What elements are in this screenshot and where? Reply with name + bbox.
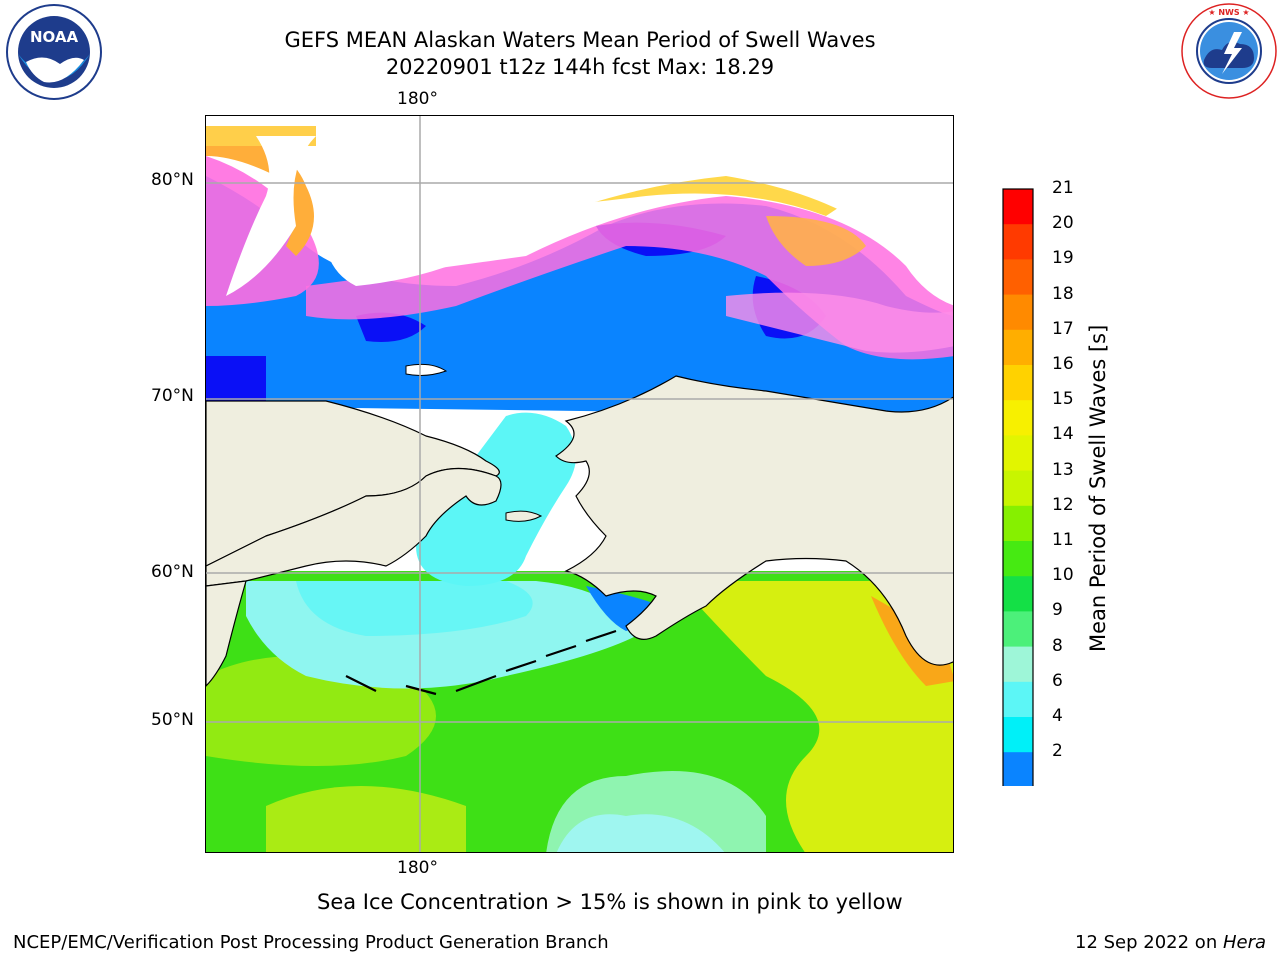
colorbar-swatch	[1003, 470, 1033, 507]
lon-label-bottom: 180°	[397, 858, 438, 878]
colorbar-swatch	[1003, 400, 1033, 436]
swell-cyan-south	[556, 814, 725, 852]
colorbar-swatch	[1003, 189, 1033, 225]
ice-white-nw	[226, 136, 316, 296]
lat-label-50n: 50°N	[151, 710, 194, 730]
ice-yellow-ne	[766, 216, 866, 266]
nws-logo: ★ NWS ★	[1180, 2, 1278, 100]
colorbar-tick-label: 4	[1052, 706, 1063, 726]
colorbar-swatch	[1003, 717, 1033, 753]
footer-host: Hera	[1222, 932, 1266, 953]
footer-branch: NCEP/EMC/Verification Post Processing Pr…	[13, 932, 609, 953]
sea-ice-caption: Sea Ice Concentration > 15% is shown in …	[317, 890, 903, 914]
colorbar-swatch	[1003, 505, 1033, 542]
colorbar-tick-labels: 21 20 19 18 17 16 15 14 13 12 11 10 9 8 6 4 2	[1052, 0, 1112, 960]
colorbar-tick-label: 10	[1052, 565, 1074, 586]
colorbar-tick-label: 13	[1052, 459, 1074, 480]
colorbar-tick-label: 15	[1052, 389, 1074, 410]
colorbar-tick-label: 20	[1052, 213, 1074, 234]
map-panel	[205, 115, 954, 853]
svg-text:NOAA: NOAA	[30, 28, 79, 46]
arctic-deep-blue-3	[206, 356, 266, 401]
lat-label-80n: 80°N	[151, 170, 194, 190]
colorbar-tick-label: 16	[1052, 354, 1074, 374]
ice-pink-ne	[726, 292, 953, 353]
land-chukotka	[206, 467, 502, 587]
colorbar-swatch	[1003, 576, 1033, 612]
colorbar-swatch	[1003, 611, 1033, 648]
map-canvas	[206, 116, 953, 852]
noaa-logo: NOAA	[4, 2, 104, 102]
lat-label-70n: 70°N	[151, 386, 194, 406]
footer-date-text: 12 Sep 2022 on	[1075, 932, 1223, 953]
colorbar-swatches	[1001, 188, 1035, 817]
bering-cyan-inner	[296, 581, 533, 636]
land-kamchatka	[206, 580, 247, 687]
colorbar-swatch	[1003, 646, 1033, 683]
arctic-deep-blue-4	[356, 312, 426, 342]
colorbar-tick-label: 12	[1052, 494, 1074, 515]
footer-date: 12 Sep 2022 on Hera	[1075, 932, 1266, 953]
colorbar-tick-label: 17	[1052, 318, 1074, 339]
land-st-lawrence-island	[505, 510, 543, 522]
colorbar-swatch	[1003, 329, 1033, 366]
colorbar-tick-label: 18	[1052, 283, 1074, 304]
colorbar-tick-label: 8	[1052, 635, 1063, 656]
yellow-swell-east	[676, 581, 953, 852]
land-aleutians	[345, 629, 617, 696]
colorbar-tick-label: 21	[1052, 178, 1074, 198]
colorbar-tick-label: 11	[1052, 530, 1074, 550]
ice-white-north	[324, 116, 953, 305]
land-alaska	[555, 375, 953, 666]
colorbar-swatch	[1003, 365, 1033, 401]
colorbar-swatch	[1003, 435, 1033, 472]
colorbar-swatch	[1003, 224, 1033, 260]
lon-label-top: 180°	[397, 89, 438, 109]
colorbar-tick-label: 14	[1052, 424, 1074, 445]
colorbar-tick-label: 19	[1052, 248, 1074, 269]
colorbar-swatch	[1003, 259, 1033, 296]
map-subtitle: 20220901 t12z 144h fcst Max: 18.29	[385, 55, 775, 79]
yellow-swell-south	[266, 786, 466, 852]
colorbar-swatch	[1003, 752, 1033, 788]
colorbar	[1000, 186, 1040, 817]
lat-label-60n: 60°N	[151, 562, 194, 582]
colorbar-title: Mean Period of Swell Waves [s]	[1086, 324, 1110, 652]
colorbar-swatch	[1003, 294, 1033, 331]
colorbar-swatch	[1003, 541, 1033, 577]
colorbar-swatch	[1003, 681, 1033, 718]
colorbar-tick-label: 9	[1052, 600, 1063, 621]
svg-text:★ NWS ★: ★ NWS ★	[1208, 8, 1249, 17]
colorbar-tick-label: 6	[1052, 670, 1063, 691]
map-title: GEFS MEAN Alaskan Waters Mean Period of …	[284, 28, 876, 52]
colorbar-tick-label: 2	[1052, 741, 1063, 762]
